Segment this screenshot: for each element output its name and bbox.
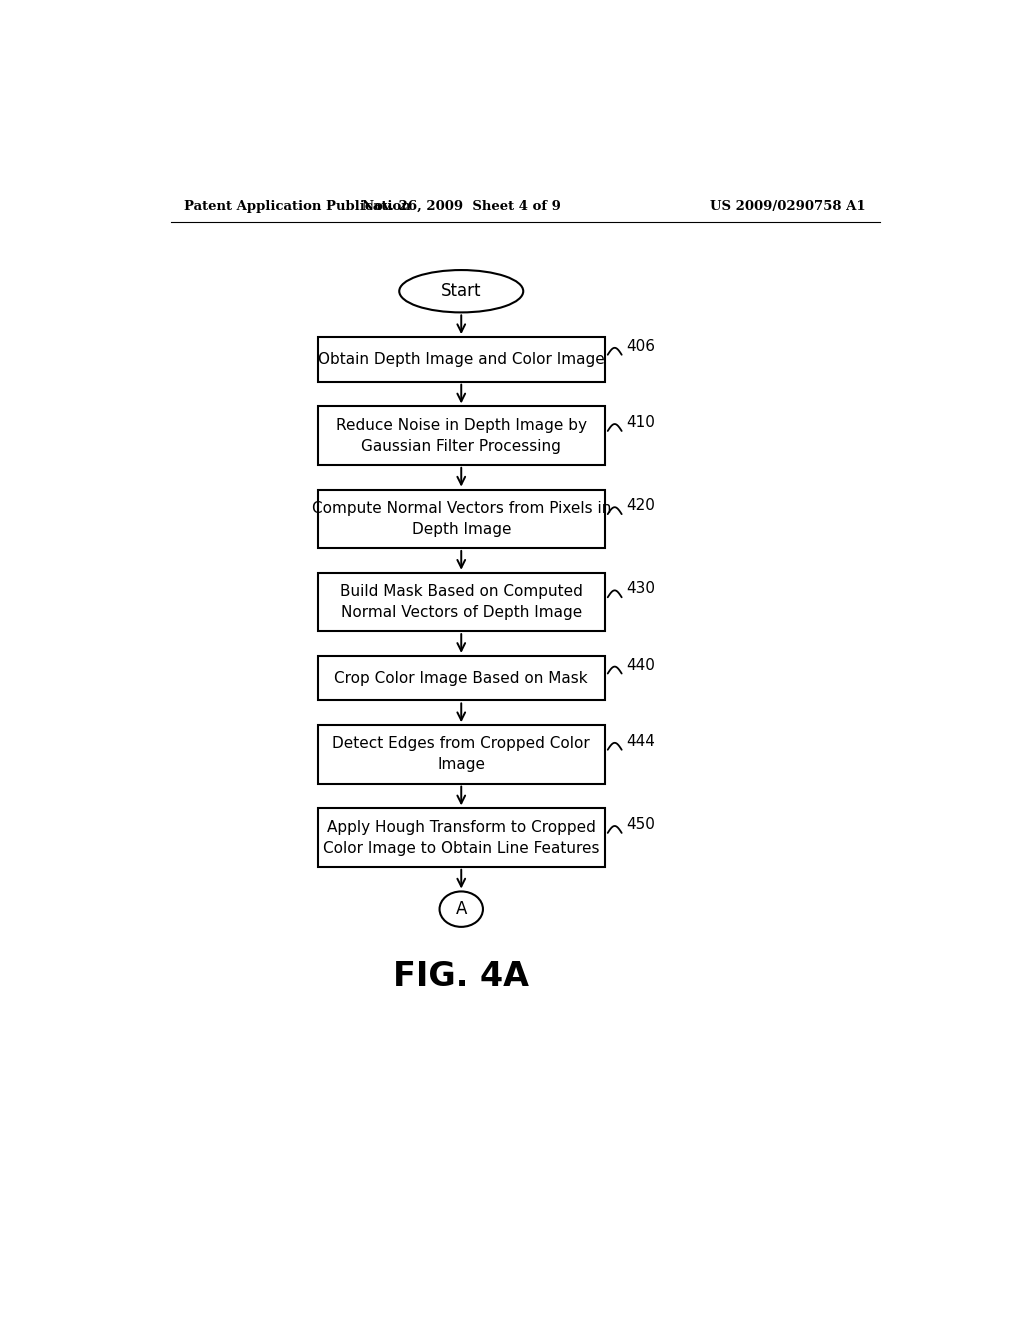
Text: 410: 410 (627, 414, 655, 430)
Bar (317, 725, 604, 784)
Text: Apply Hough Transform to Cropped
Color Image to Obtain Line Features: Apply Hough Transform to Cropped Color I… (323, 820, 599, 855)
Text: Reduce Noise in Depth Image by
Gaussian Filter Processing: Reduce Noise in Depth Image by Gaussian … (336, 417, 587, 454)
Bar (317, 656, 604, 701)
Text: Build Mask Based on Computed
Normal Vectors of Depth Image: Build Mask Based on Computed Normal Vect… (340, 583, 583, 620)
Text: 420: 420 (627, 498, 655, 513)
Text: 444: 444 (627, 734, 655, 748)
Text: 450: 450 (627, 817, 655, 832)
Text: 406: 406 (627, 339, 655, 354)
Text: Nov. 26, 2009  Sheet 4 of 9: Nov. 26, 2009 Sheet 4 of 9 (361, 199, 561, 213)
Text: Detect Edges from Cropped Color
Image: Detect Edges from Cropped Color Image (333, 737, 590, 772)
Bar (317, 337, 604, 381)
Bar (317, 490, 604, 548)
Text: Patent Application Publication: Patent Application Publication (183, 199, 411, 213)
Text: 440: 440 (627, 657, 655, 673)
Text: US 2009/0290758 A1: US 2009/0290758 A1 (711, 199, 866, 213)
Ellipse shape (439, 891, 483, 927)
Ellipse shape (399, 271, 523, 313)
Text: 430: 430 (627, 581, 655, 597)
Text: Compute Normal Vectors from Pixels in
Depth Image: Compute Normal Vectors from Pixels in De… (311, 500, 611, 537)
Text: Crop Color Image Based on Mask: Crop Color Image Based on Mask (335, 671, 588, 685)
Text: Obtain Depth Image and Color Image: Obtain Depth Image and Color Image (317, 352, 604, 367)
Bar (317, 808, 604, 867)
Text: FIG. 4A: FIG. 4A (393, 961, 529, 994)
Bar (317, 573, 604, 631)
Bar (317, 407, 604, 465)
Text: A: A (456, 900, 467, 919)
Text: Start: Start (441, 282, 481, 300)
